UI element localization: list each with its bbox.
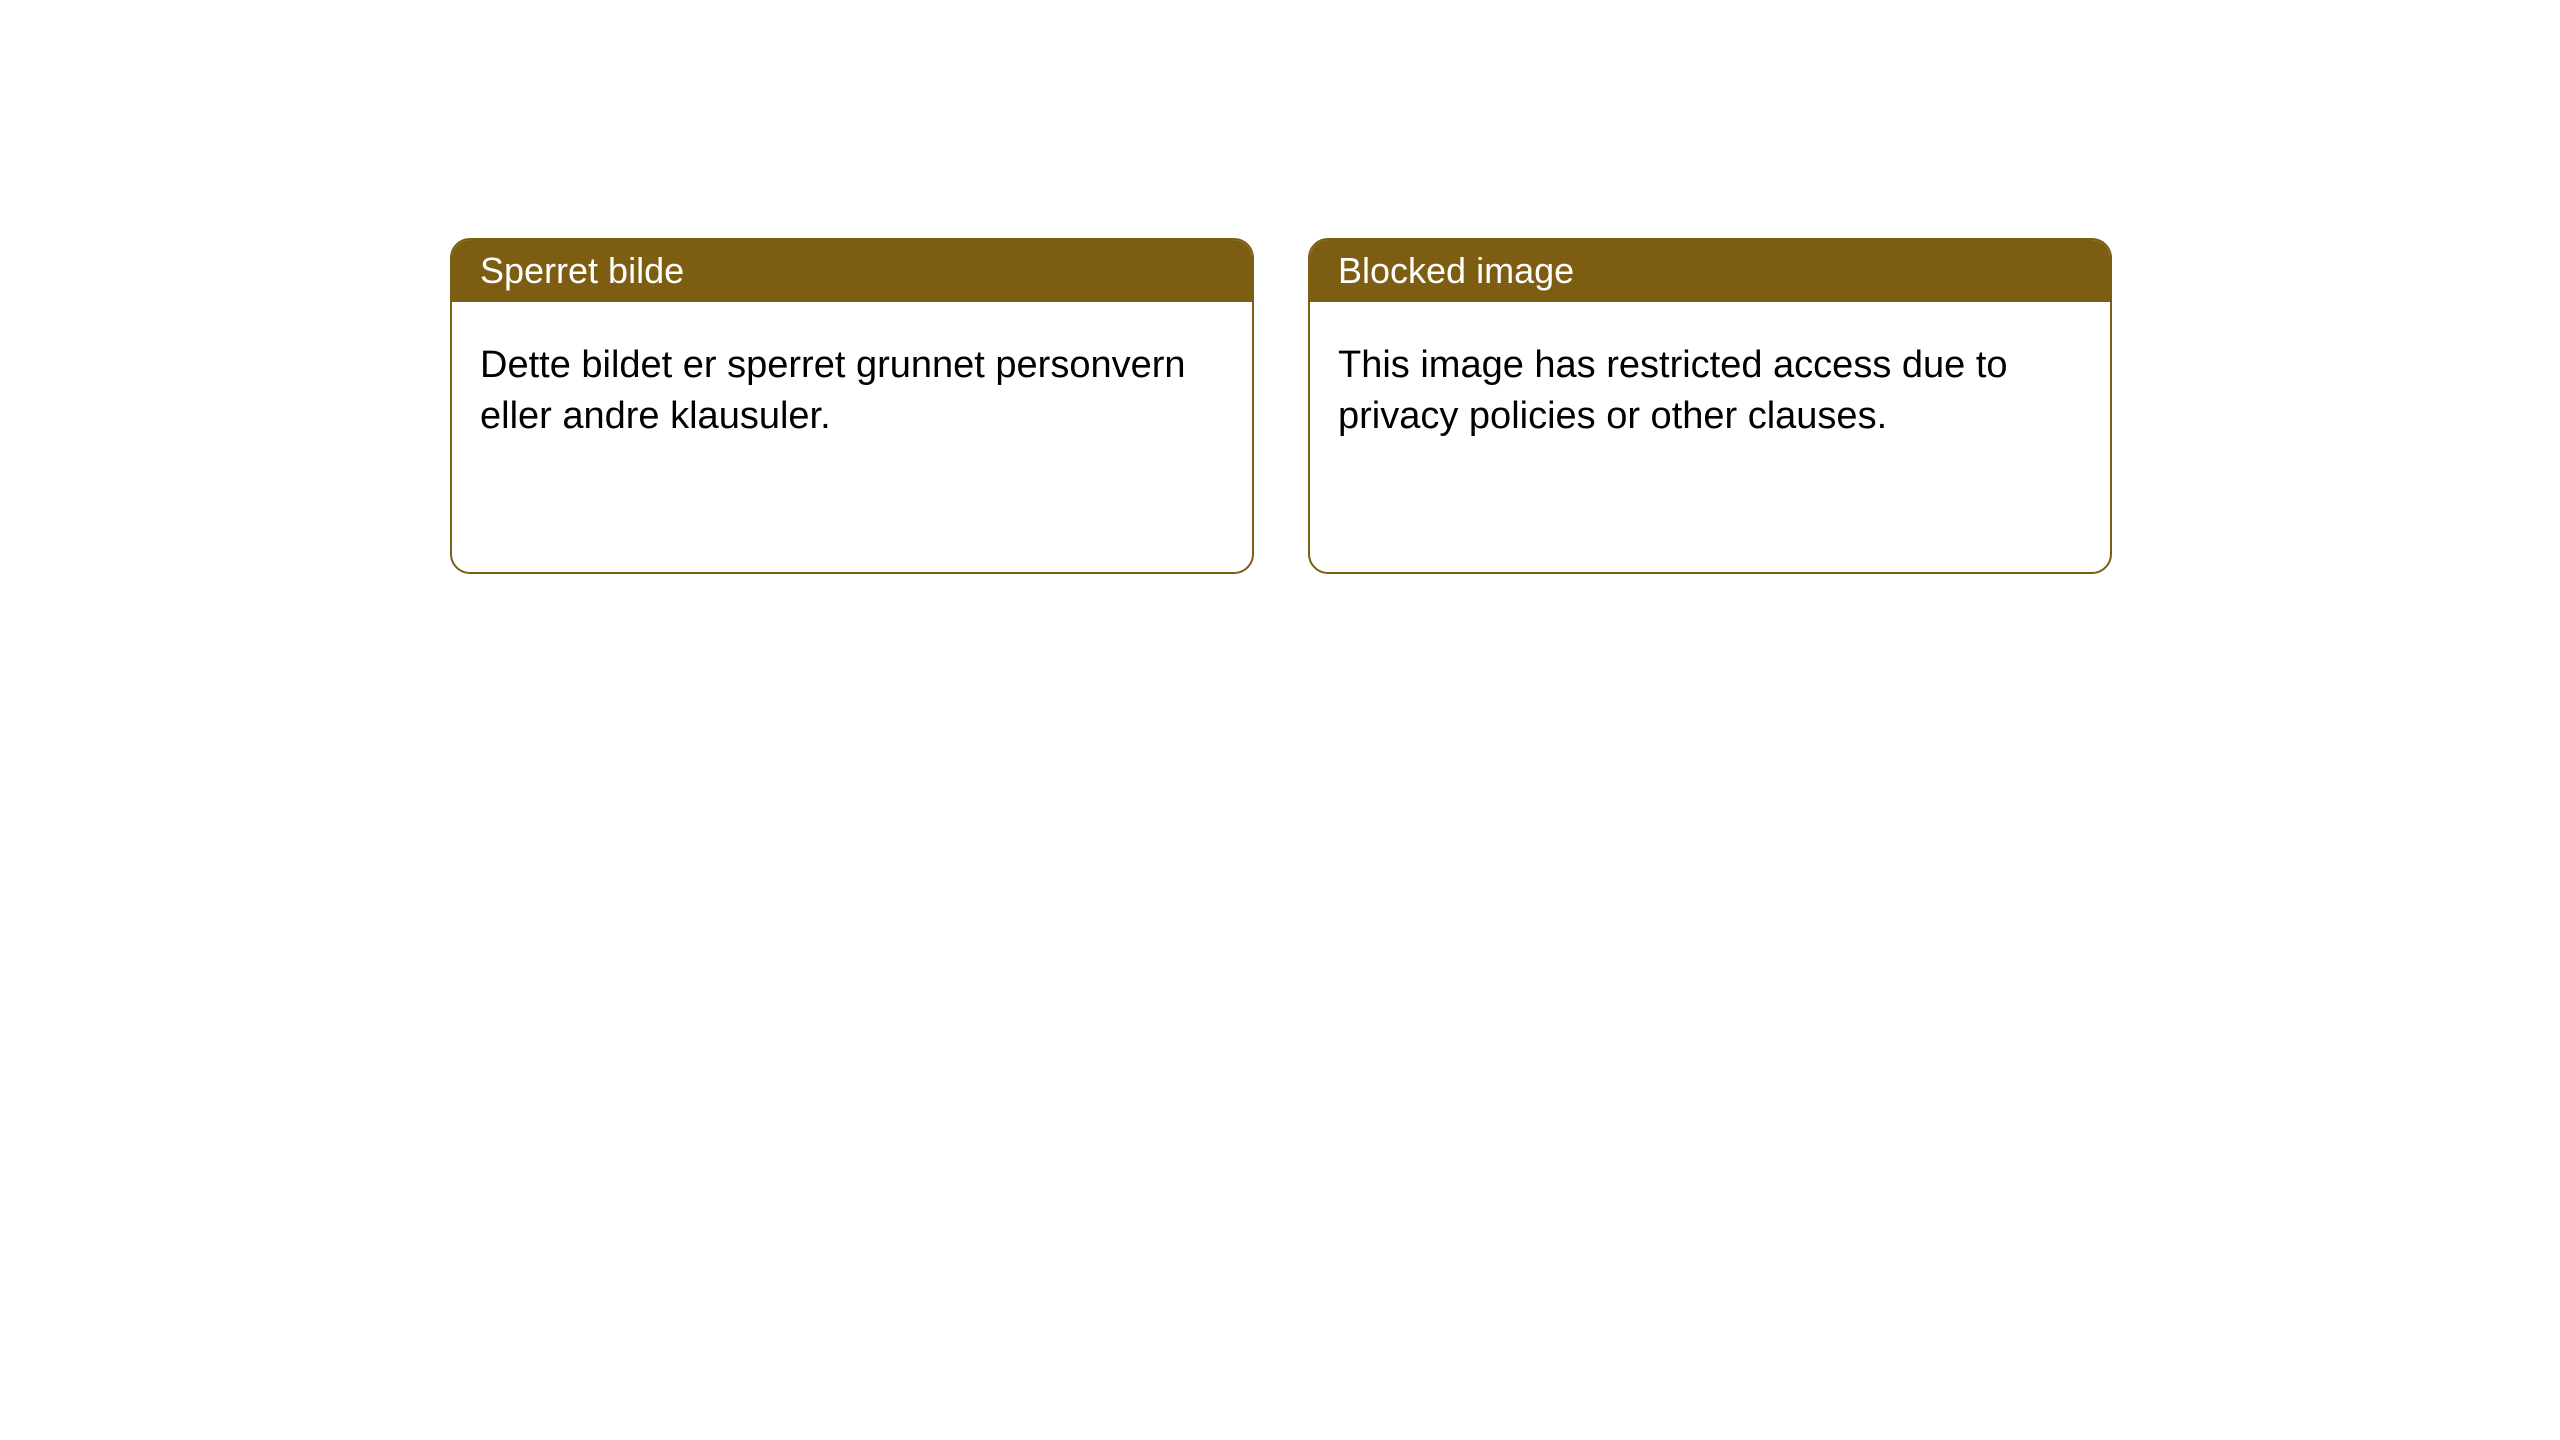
- card-header-english: Blocked image: [1310, 240, 2110, 302]
- card-body-english: This image has restricted access due to …: [1310, 302, 2110, 481]
- card-text-english: This image has restricted access due to …: [1338, 344, 2008, 437]
- card-header-norwegian: Sperret bilde: [452, 240, 1252, 302]
- notice-container: Sperret bilde Dette bildet er sperret gr…: [450, 238, 2112, 574]
- card-title-norwegian: Sperret bilde: [480, 250, 684, 291]
- notice-card-english: Blocked image This image has restricted …: [1308, 238, 2112, 574]
- card-text-norwegian: Dette bildet er sperret grunnet personve…: [480, 344, 1186, 437]
- notice-card-norwegian: Sperret bilde Dette bildet er sperret gr…: [450, 238, 1254, 574]
- card-body-norwegian: Dette bildet er sperret grunnet personve…: [452, 302, 1252, 481]
- card-title-english: Blocked image: [1338, 250, 1574, 291]
